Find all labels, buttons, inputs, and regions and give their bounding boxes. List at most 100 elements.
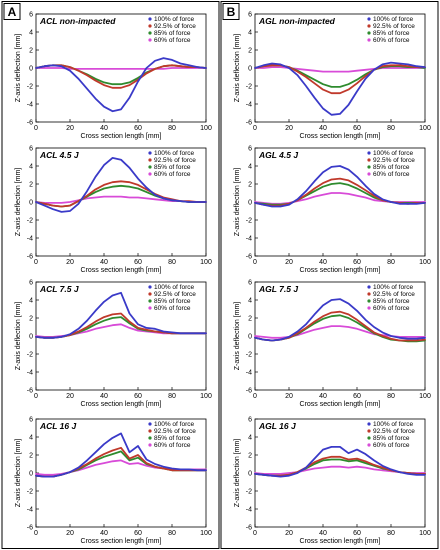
y-tick-label: 0 xyxy=(248,65,252,72)
legend-marker xyxy=(367,429,371,433)
y-tick-label: -2 xyxy=(246,488,252,495)
legend-label: 60% of force xyxy=(373,442,410,449)
y-tick-label: 2 xyxy=(29,452,33,459)
legend-label: 100% of force xyxy=(154,150,194,157)
x-axis-label: Cross section length [mm] xyxy=(81,133,162,140)
x-tick-label: 60 xyxy=(353,259,361,266)
legend-marker xyxy=(148,292,152,296)
legend-marker xyxy=(367,299,371,303)
y-tick-label: 2 xyxy=(29,315,33,322)
legend-label: 60% of force xyxy=(154,442,191,449)
legend-marker xyxy=(148,17,152,21)
y-axis-label: Z-axis deflection [mm] xyxy=(15,302,22,371)
series-line xyxy=(35,67,207,70)
x-tick-label: 40 xyxy=(319,530,327,537)
series-line xyxy=(35,64,207,89)
legend-marker xyxy=(367,24,371,28)
y-tick-label: -4 xyxy=(246,101,252,108)
legend-label: 85% of force xyxy=(373,435,410,442)
y-tick-label: 0 xyxy=(29,199,33,206)
legend-label: 100% of force xyxy=(154,16,194,23)
x-tick-label: 0 xyxy=(34,530,38,537)
y-tick-label: 0 xyxy=(29,65,33,72)
legend-marker xyxy=(148,151,152,155)
legend-label: 92.5% of force xyxy=(154,428,196,435)
x-tick-label: 80 xyxy=(387,530,395,537)
chart-title: ACL non-impacted xyxy=(39,16,116,26)
legend-marker xyxy=(148,299,152,303)
y-axis-label: Z-axis deflection [mm] xyxy=(234,439,241,508)
legend-label: 60% of force xyxy=(154,171,191,178)
series-line xyxy=(35,156,207,213)
y-tick-label: -4 xyxy=(27,101,33,108)
y-tick-label: -6 xyxy=(27,119,33,126)
chart-title: ACL 16 J xyxy=(39,421,76,431)
legend-label: 85% of force xyxy=(373,164,410,171)
x-tick-label: 20 xyxy=(66,259,74,266)
x-tick-label: 100 xyxy=(200,125,212,132)
x-axis-label: Cross section length [mm] xyxy=(300,133,381,140)
x-tick-label: 0 xyxy=(253,259,257,266)
legend-label: 100% of force xyxy=(373,421,413,428)
x-axis-label: Cross section length [mm] xyxy=(300,538,381,545)
x-axis-label: Cross section length [mm] xyxy=(300,401,381,408)
y-tick-label: 6 xyxy=(248,279,252,286)
legend-label: 100% of force xyxy=(373,150,413,157)
y-tick-label: 4 xyxy=(29,434,33,441)
x-tick-label: 60 xyxy=(134,530,142,537)
x-tick-label: 20 xyxy=(66,530,74,537)
y-tick-label: 2 xyxy=(248,47,252,54)
legend-marker xyxy=(367,306,371,310)
legend-label: 100% of force xyxy=(373,16,413,23)
x-tick-label: 80 xyxy=(168,530,176,537)
x-tick-label: 40 xyxy=(100,259,108,266)
x-tick-label: 100 xyxy=(200,259,212,266)
series-line xyxy=(254,165,426,208)
series-line xyxy=(254,61,426,116)
y-axis-label: Z-axis deflection [mm] xyxy=(234,302,241,371)
y-tick-label: 6 xyxy=(248,416,252,423)
legend-marker xyxy=(367,172,371,176)
legend-marker xyxy=(367,436,371,440)
x-tick-label: 20 xyxy=(285,259,293,266)
legend-marker xyxy=(367,165,371,169)
x-tick-label: 80 xyxy=(387,259,395,266)
legend-label: 100% of force xyxy=(373,284,413,291)
legend-label: 92.5% of force xyxy=(154,157,196,164)
x-tick-label: 60 xyxy=(353,530,361,537)
legend-marker xyxy=(148,422,152,426)
legend-marker xyxy=(148,31,152,35)
x-tick-label: 0 xyxy=(253,530,257,537)
y-tick-label: -2 xyxy=(246,83,252,90)
x-tick-label: 20 xyxy=(285,393,293,400)
y-tick-label: 2 xyxy=(248,181,252,188)
y-tick-label: -4 xyxy=(246,506,252,513)
chart-title: ACL 7.5 J xyxy=(39,284,79,294)
series-line xyxy=(35,57,207,113)
legend-marker xyxy=(367,158,371,162)
chart-title: ACL 4.5 J xyxy=(39,150,79,160)
x-axis-label: Cross section length [mm] xyxy=(81,267,162,274)
chart-title: AGL 4.5 J xyxy=(258,150,298,160)
x-tick-label: 60 xyxy=(353,125,361,132)
y-tick-label: 2 xyxy=(29,181,33,188)
x-tick-label: 80 xyxy=(387,393,395,400)
legend-marker xyxy=(148,306,152,310)
x-tick-label: 40 xyxy=(100,125,108,132)
legend-marker xyxy=(148,429,152,433)
legend-marker xyxy=(367,38,371,42)
y-tick-label: 2 xyxy=(248,452,252,459)
legend-marker xyxy=(367,285,371,289)
y-tick-label: -4 xyxy=(246,235,252,242)
x-tick-label: 0 xyxy=(34,393,38,400)
legend-marker xyxy=(367,31,371,35)
legend-label: 92.5% of force xyxy=(373,291,415,298)
series-line xyxy=(35,323,207,338)
y-axis-label: Z-axis deflection [mm] xyxy=(15,34,22,103)
legend-label: 60% of force xyxy=(373,37,410,44)
